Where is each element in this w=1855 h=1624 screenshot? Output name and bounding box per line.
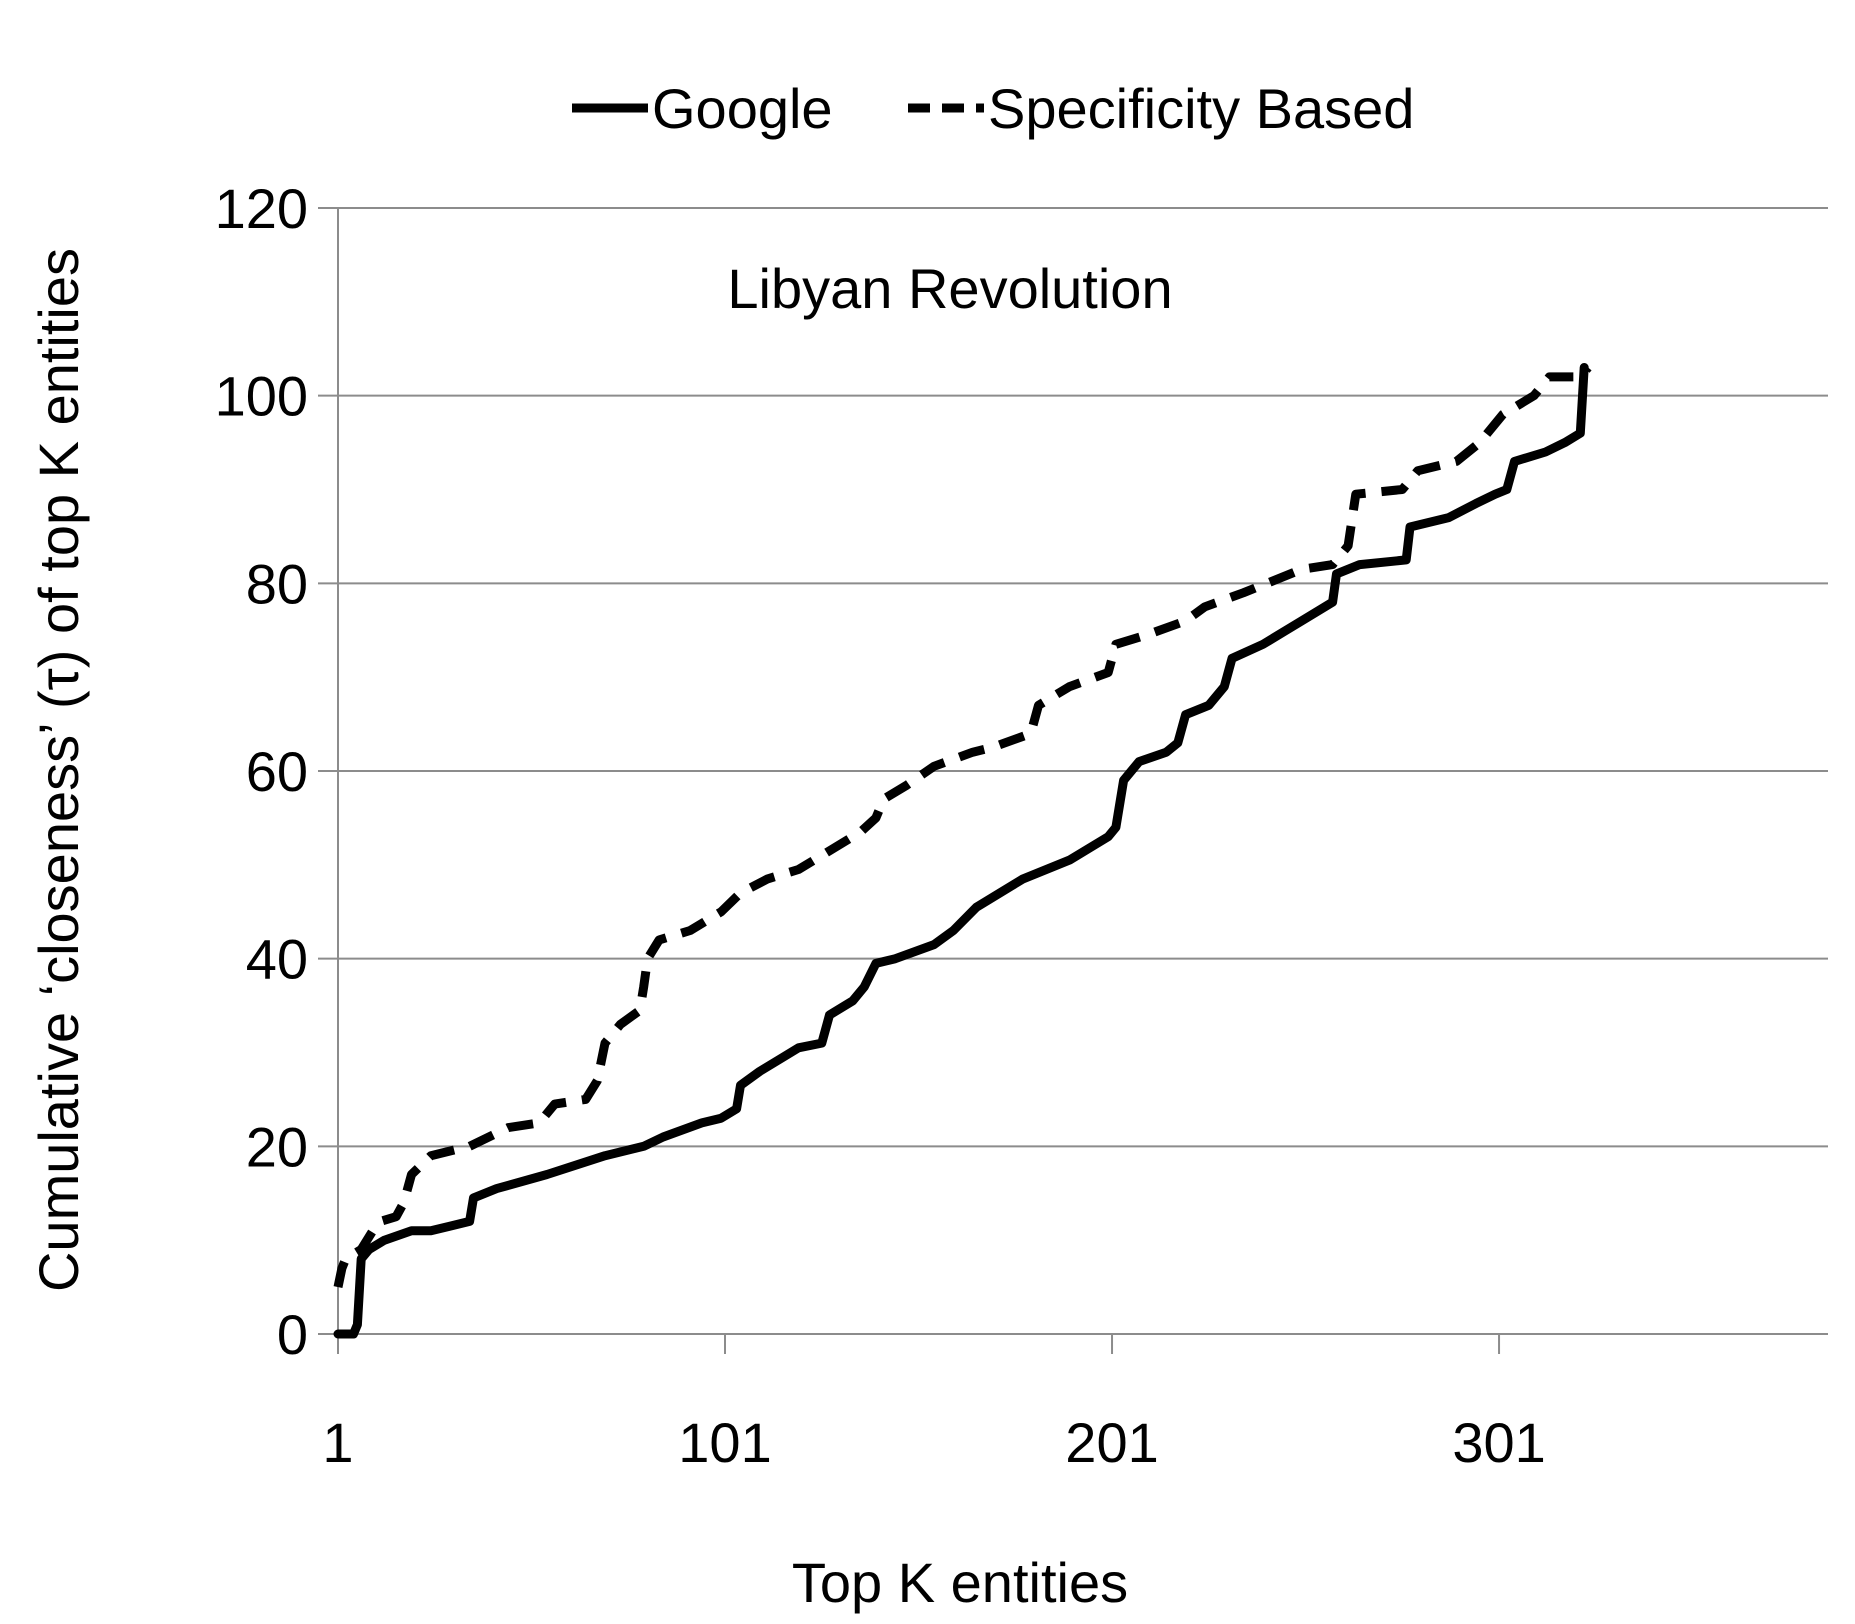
legend-label: Specificity Based (988, 77, 1414, 140)
x-axis-label: Top K entities (792, 1551, 1128, 1614)
y-tick-label: 120 (215, 177, 308, 240)
legend: Google Specificity Based (572, 77, 1414, 140)
series-lines (333, 363, 1592, 1339)
series-line-google (333, 363, 1589, 1339)
x-tick-label: 301 (1452, 1411, 1545, 1474)
y-tick-label: 0 (277, 1303, 308, 1366)
chart-annotation: Libyan Revolution (727, 257, 1172, 320)
y-tick-label: 80 (246, 552, 308, 615)
x-tick-label: 201 (1065, 1411, 1158, 1474)
x-tick-label: 1 (322, 1411, 353, 1474)
legend-label: Google (652, 77, 833, 140)
series-line-specificity-based (333, 364, 1592, 1289)
y-tick-label: 40 (246, 928, 308, 991)
y-tick-label: 20 (246, 1115, 308, 1178)
y-tick-label: 60 (246, 740, 308, 803)
x-tick-label: 101 (678, 1411, 771, 1474)
axes: 0 20 40 60 80 100 120 1 101 201 301 (215, 177, 1828, 1474)
y-axis-label: Cumulative ‘closeness’ (τ) of top K enti… (27, 248, 90, 1292)
gridlines (338, 207, 1828, 1148)
y-tick-label: 100 (215, 365, 308, 428)
